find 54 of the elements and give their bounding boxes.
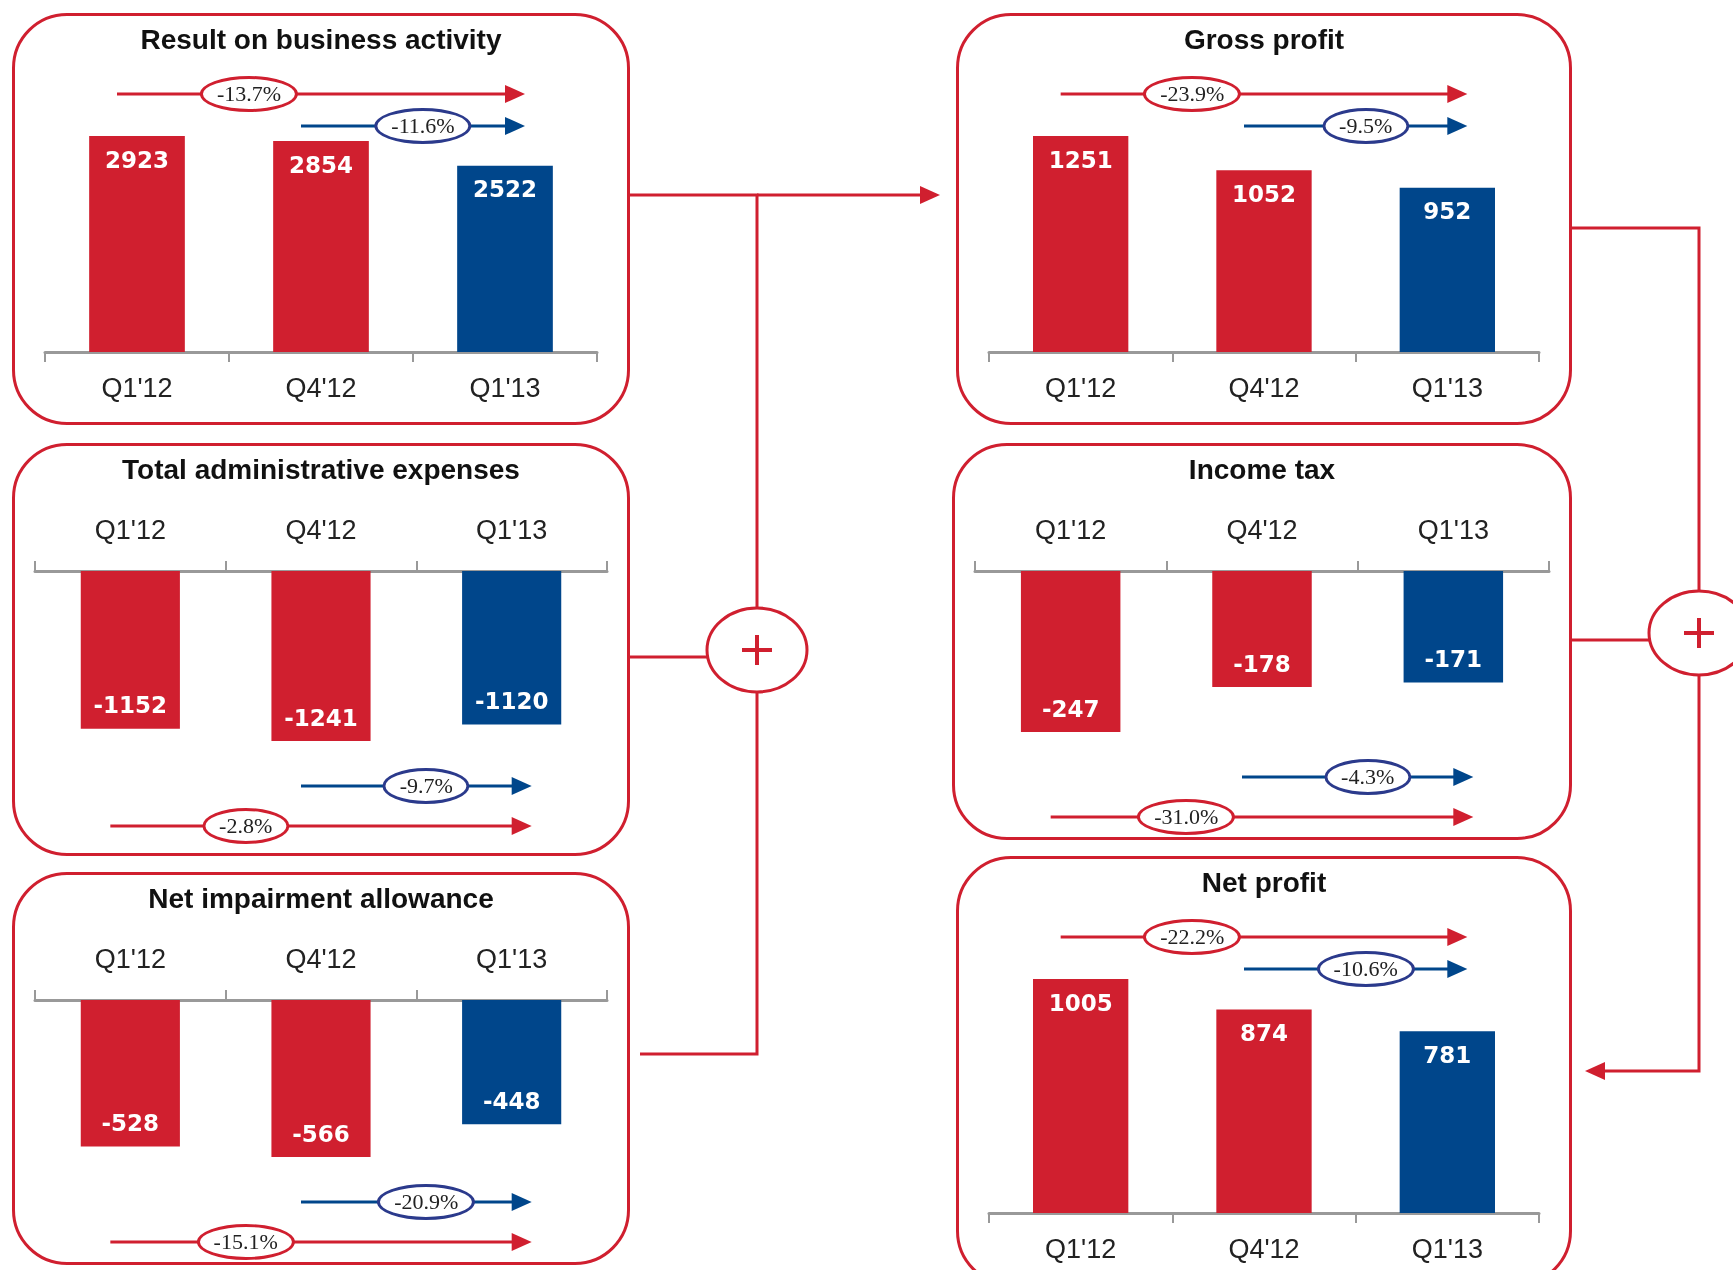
data-label: 1005 (1048, 989, 1113, 1016)
x-tick-label: Q4'12 (1228, 372, 1300, 403)
text: -22.2% (1143, 919, 1242, 955)
x-tick-label: Q1'13 (1417, 514, 1489, 545)
text: -23.9% (1143, 76, 1242, 112)
data-label: 874 (1239, 1020, 1289, 1046)
data-label: -171 (1424, 645, 1483, 672)
text: -20.9% (377, 1184, 476, 1220)
text: -9.7% (382, 768, 470, 804)
data-label: -566 (292, 1120, 350, 1147)
x-tick-label: Q1'13 (1411, 1233, 1483, 1264)
chart-title: Net impairment allowance (147, 883, 495, 915)
x-tick-label: Q1'12 (101, 372, 173, 403)
annotation: -11.6% (374, 108, 472, 144)
chart-title: Result on business activity (139, 24, 503, 56)
text: -31.0% (1137, 799, 1236, 835)
data-label: 1052 (1231, 180, 1297, 207)
text: -2.8% (202, 808, 290, 844)
x-tick-label: Q4'12 (285, 372, 357, 403)
chart-title: Income tax (1187, 454, 1337, 486)
annotation: -9.5% (1322, 108, 1410, 144)
chart-title: Gross profit (1182, 24, 1346, 56)
text: -15.1% (196, 1224, 295, 1260)
x-tick-label: Q1'12 (94, 514, 166, 545)
x-tick-label: Q1'12 (1045, 372, 1117, 403)
x-tick-label: Q4'12 (285, 514, 357, 545)
x-tick-label: Q1'12 (94, 943, 166, 974)
data-label: -528 (101, 1109, 160, 1136)
x-tick-label: Q1'13 (1411, 372, 1483, 403)
data-label: -448 (482, 1087, 541, 1114)
data-label: 781 (1423, 1041, 1472, 1068)
chart-title: Total administrative expenses (121, 454, 521, 486)
data-label: -178 (1233, 650, 1291, 677)
data-label: -1241 (284, 704, 358, 731)
data-label: 2854 (288, 151, 354, 178)
data-label: 2522 (472, 176, 538, 203)
x-tick-label: Q1'13 (476, 514, 548, 545)
x-tick-label: Q4'12 (1226, 514, 1298, 545)
x-tick-label: Q1'12 (1045, 1233, 1117, 1264)
data-label: -247 (1041, 695, 1100, 722)
data-label: 952 (1423, 198, 1472, 225)
text: -13.7% (199, 76, 299, 112)
data-label: -1152 (93, 692, 168, 719)
x-tick-label: Q4'12 (1228, 1233, 1300, 1264)
data-label: -1120 (474, 687, 549, 714)
x-tick-label: Q1'13 (476, 943, 548, 974)
text: -4.3% (1324, 759, 1412, 795)
data-label: 1251 (1048, 146, 1113, 173)
x-tick-label: Q1'12 (1035, 514, 1107, 545)
x-tick-label: Q1'13 (469, 372, 541, 403)
annotation: -10.6% (1316, 951, 1415, 987)
x-tick-label: Q4'12 (285, 943, 357, 974)
chart-title: Net profit (1200, 867, 1328, 899)
data-label: 2923 (104, 146, 170, 173)
